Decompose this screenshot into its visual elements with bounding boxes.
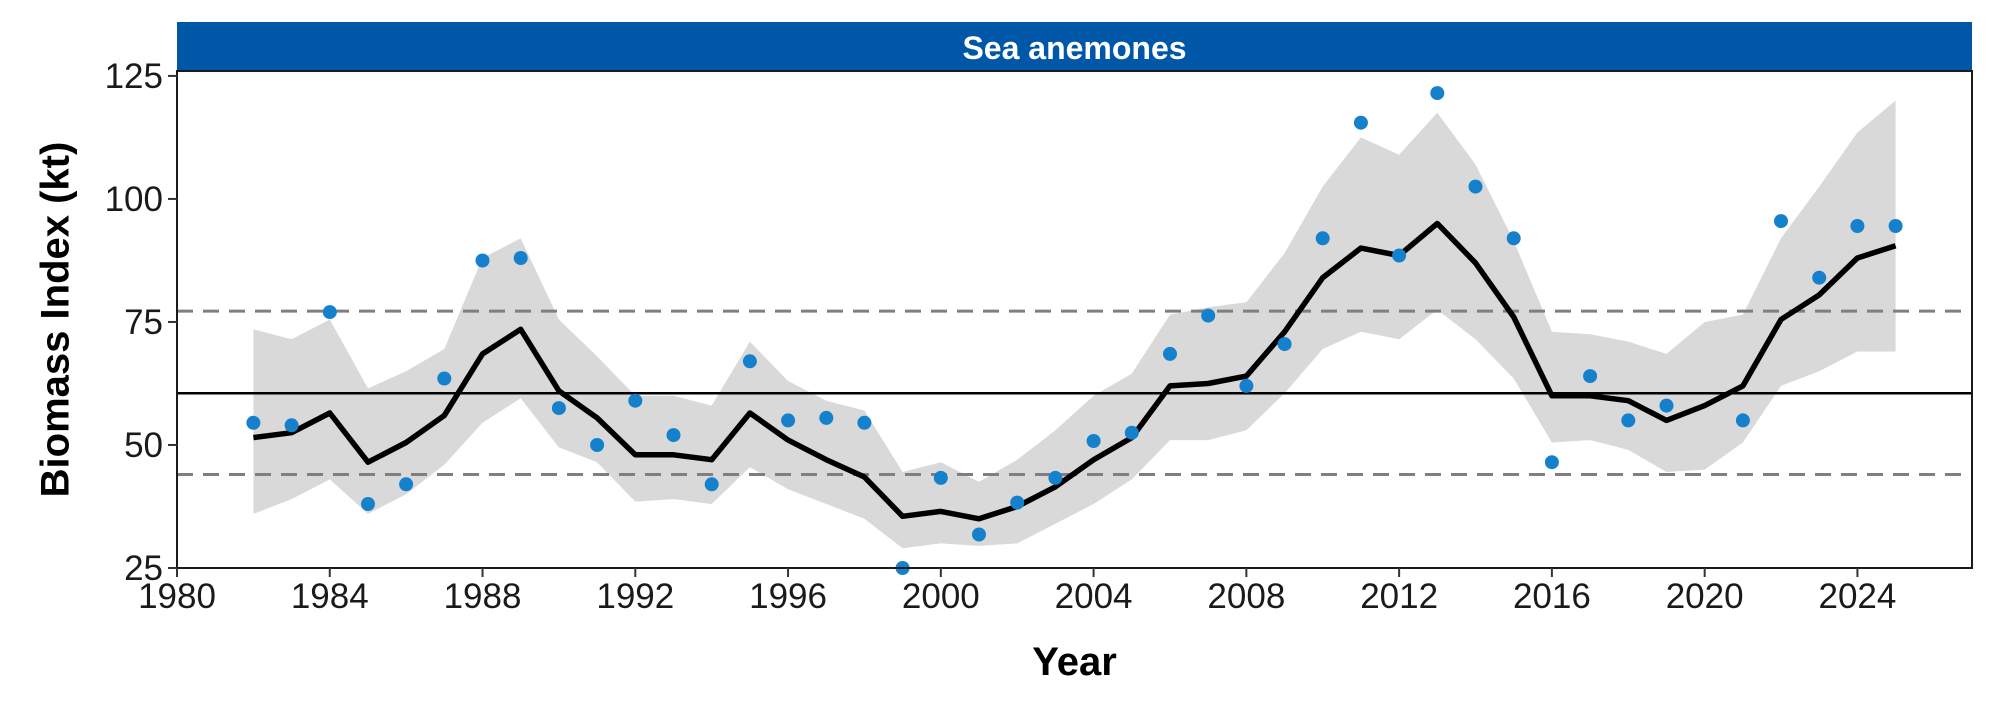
- data-point-2013: [1430, 86, 1445, 101]
- data-point-2023: [1812, 270, 1827, 285]
- data-point-2011: [1353, 115, 1368, 130]
- data-point-1988: [475, 253, 490, 268]
- axes-layer: 1980 1984 1988 1992 1996 2000 2004 2008 2012 2016…: [105, 57, 1897, 616]
- x-tick-label: 2004: [1055, 577, 1133, 616]
- data-point-1990: [551, 401, 566, 416]
- plot-panel-border: [176, 70, 1973, 569]
- data-point-1995: [742, 354, 757, 369]
- y-tick-label: 25: [124, 549, 163, 588]
- data-point-2018: [1621, 413, 1636, 428]
- data-point-1998: [857, 415, 872, 430]
- data-point-1991: [590, 438, 605, 452]
- data-point-2022: [1774, 214, 1788, 229]
- y-tick-label: 75: [124, 303, 163, 342]
- data-point-2005: [1124, 425, 1139, 440]
- x-tick-label: 1988: [444, 577, 522, 616]
- data-point-2012: [1392, 248, 1407, 263]
- data-point-1994: [704, 477, 719, 492]
- y-tick-label: 50: [124, 426, 163, 465]
- data-point-2024: [1850, 219, 1865, 233]
- data-point-2025: [1888, 219, 1903, 233]
- data-point-2004: [1086, 434, 1101, 448]
- data-point-2017: [1583, 369, 1598, 384]
- confidence-band: [253, 100, 1896, 549]
- x-tick-label: 2012: [1360, 577, 1438, 616]
- data-point-2002: [1010, 495, 1025, 510]
- data-point-1982: [246, 415, 261, 430]
- data-point-2009: [1277, 337, 1292, 352]
- x-tick-label: 2016: [1513, 577, 1591, 616]
- data-point-2007: [1201, 308, 1216, 323]
- y-axis-title: Biomass Index (kt): [34, 142, 78, 498]
- data-point-2006: [1163, 346, 1177, 361]
- data-point-1985: [361, 497, 375, 511]
- data-point-1997: [819, 410, 834, 425]
- x-tick-label: 1984: [291, 577, 369, 616]
- data-point-2014: [1468, 179, 1483, 194]
- data-point-1989: [513, 251, 528, 265]
- trend-line-layer: [253, 220, 1897, 522]
- data-point-2010: [1315, 231, 1330, 246]
- x-tick-label: 2008: [1207, 577, 1285, 616]
- data-point-2019: [1659, 398, 1674, 413]
- data-points-layer: [246, 86, 1903, 575]
- x-axis-title: Year: [1032, 640, 1117, 684]
- x-tick-label: 1992: [596, 577, 674, 616]
- y-tick-label: 125: [105, 57, 163, 96]
- data-point-1984: [322, 305, 337, 320]
- panel-strip: [177, 22, 1972, 71]
- data-point-1987: [437, 371, 452, 386]
- x-tick-label: 2020: [1666, 577, 1744, 616]
- x-tick-label: 2000: [902, 577, 980, 616]
- x-tick-label: 2024: [1818, 577, 1896, 616]
- data-point-2015: [1506, 231, 1521, 246]
- data-point-2003: [1048, 470, 1063, 485]
- trend-line: [253, 220, 1897, 522]
- data-point-2008: [1239, 378, 1254, 393]
- data-point-1986: [399, 477, 414, 492]
- data-point-2021: [1735, 413, 1750, 428]
- y-tick-label: 100: [105, 180, 163, 219]
- x-tick-label: 1996: [749, 577, 827, 616]
- confidence-band-layer: [253, 100, 1896, 549]
- chart-title: Sea anemones: [962, 30, 1186, 66]
- x-tick-label: 1980: [138, 577, 216, 616]
- data-point-2001: [972, 527, 986, 542]
- data-point-1983: [284, 418, 299, 433]
- data-point-2016: [1544, 455, 1559, 470]
- data-point-1996: [781, 413, 796, 428]
- data-point-2000: [933, 470, 948, 485]
- data-point-1993: [666, 428, 681, 443]
- data-point-1992: [628, 393, 643, 408]
